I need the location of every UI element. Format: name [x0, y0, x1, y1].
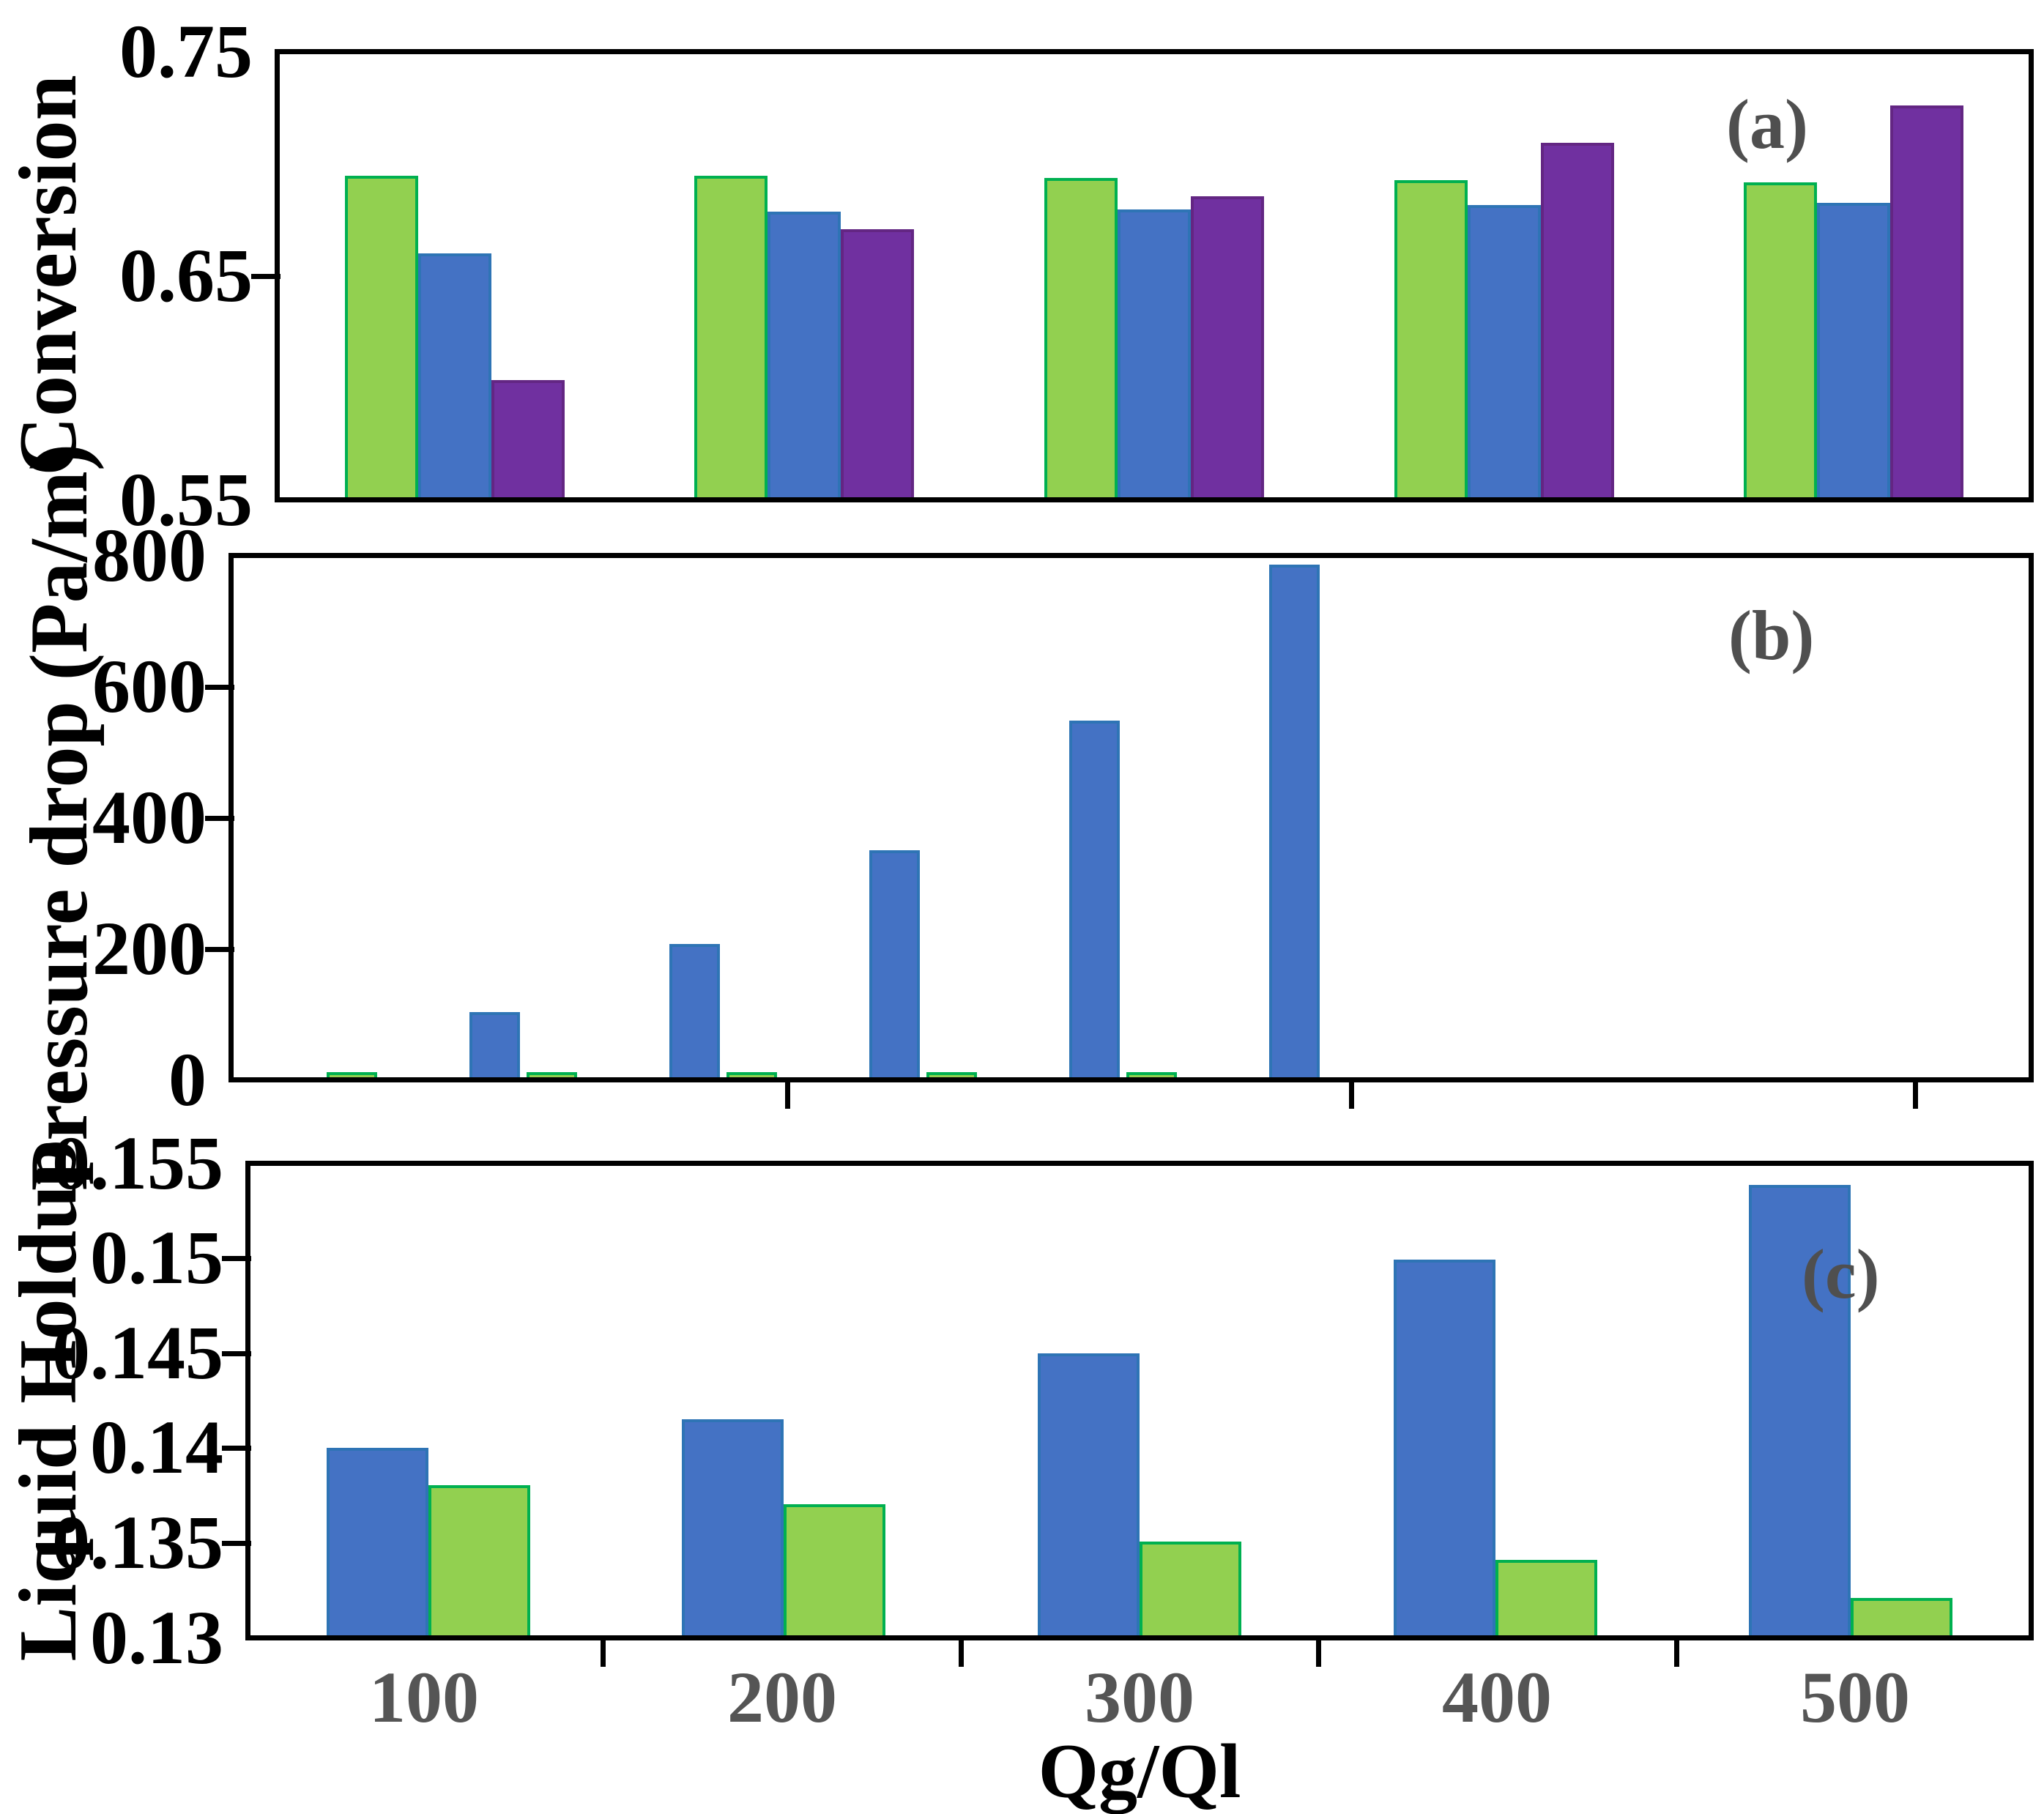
x-axis-tick-mark	[601, 1639, 606, 1667]
x-axis-tick-mark	[785, 1081, 790, 1109]
bar-series-blue-x500	[1269, 565, 1320, 1077]
bar-series-green-x200	[694, 176, 768, 497]
y-axis-tick-mark	[222, 1351, 251, 1356]
bar-series-blue-x200	[682, 1419, 784, 1635]
bar-series-green-x100	[327, 1072, 377, 1077]
bar-series-green-x200	[527, 1072, 577, 1077]
y-axis-title-c: Liquid Holdup	[3, 1139, 94, 1662]
y-tick-label-0.145: 0.145	[52, 1311, 223, 1395]
x-axis-title: Qg/Ql	[1038, 1728, 1241, 1814]
y-axis-tick-mark	[205, 685, 234, 690]
bar-series-green-x500	[1126, 1072, 1177, 1077]
bar-series-green-x200	[784, 1504, 885, 1635]
y-tick-label-0.65: 0.65	[119, 234, 253, 318]
y-axis-tick-mark	[205, 947, 234, 952]
bar-series-purple-x300	[1191, 196, 1264, 497]
x-tick-label-300: 300	[1085, 1657, 1194, 1738]
bar-series-purple-x200	[841, 229, 914, 497]
bar-series-green-x500	[1744, 182, 1817, 497]
bar-series-green-x400	[1394, 180, 1468, 497]
bar-series-green-x400	[1495, 1560, 1597, 1635]
y-axis-tick-mark	[205, 816, 234, 821]
plot-area-panel-b	[228, 553, 2034, 1082]
y-tick-label-0.15: 0.15	[90, 1216, 223, 1300]
y-tick-label-400: 400	[92, 776, 207, 860]
bar-series-green-x100	[345, 176, 418, 497]
x-tick-label-200: 200	[727, 1657, 837, 1738]
plot-area-panel-c	[245, 1161, 2034, 1640]
y-axis-tick-mark	[222, 1256, 251, 1261]
bar-series-green-x300	[726, 1072, 777, 1077]
panel-letter-b: (b)	[1728, 596, 1815, 674]
bar-series-green-x100	[428, 1485, 530, 1635]
bar-series-green-x400	[926, 1072, 977, 1077]
bar-series-blue-x400	[1468, 205, 1541, 497]
y-axis-title-b: Pressure drop (Pa/m)	[14, 443, 105, 1192]
y-tick-label-200: 200	[92, 907, 207, 991]
x-tick-label-100: 100	[369, 1657, 479, 1738]
bar-series-blue-x200	[768, 212, 841, 497]
y-tick-label-0.75: 0.75	[119, 10, 253, 94]
bar-series-blue-x400	[1069, 721, 1120, 1077]
panel-letter-a: (a)	[1726, 85, 1808, 163]
y-tick-label-0.55: 0.55	[119, 458, 253, 542]
x-axis-tick-mark	[1913, 1081, 1918, 1109]
bar-series-green-x300	[1044, 178, 1118, 497]
bar-series-purple-x400	[1541, 143, 1614, 497]
bar-series-blue-x100	[327, 1448, 428, 1635]
bar-series-purple-x100	[491, 380, 565, 497]
y-tick-label-0: 0	[168, 1038, 207, 1122]
plot-area-panel-a	[275, 49, 2034, 502]
x-axis-tick-mark	[1674, 1639, 1679, 1667]
y-tick-label-600: 600	[92, 644, 207, 729]
bar-series-blue-x500	[1817, 203, 1890, 497]
bar-series-blue-x300	[1038, 1353, 1140, 1635]
y-tick-label-0.155: 0.155	[52, 1121, 223, 1205]
y-tick-label-0.14: 0.14	[90, 1405, 223, 1490]
x-axis-tick-mark	[1349, 1081, 1354, 1109]
bar-series-blue-x100	[469, 1012, 520, 1077]
bar-series-blue-x400	[1394, 1260, 1495, 1635]
bar-series-blue-x200	[669, 944, 720, 1077]
y-axis-tick-mark	[222, 1541, 251, 1546]
y-tick-label-0.135: 0.135	[52, 1501, 223, 1585]
bar-series-blue-x500	[1749, 1185, 1851, 1635]
y-axis-title-a: Conversion	[3, 75, 94, 476]
panel-letter-c: (c)	[1802, 1235, 1880, 1313]
y-tick-label-800: 800	[92, 513, 207, 598]
bar-series-green-x500	[1851, 1598, 1952, 1635]
bar-series-blue-x100	[418, 253, 491, 497]
x-axis-tick-mark	[1316, 1639, 1321, 1667]
bar-series-purple-x500	[1890, 105, 1963, 497]
y-axis-tick-mark	[251, 274, 280, 279]
x-tick-label-500: 500	[1800, 1657, 1910, 1738]
bar-series-green-x300	[1140, 1542, 1241, 1635]
y-tick-label-0.13: 0.13	[90, 1596, 223, 1680]
bar-series-blue-x300	[1118, 209, 1191, 497]
x-axis-tick-mark	[959, 1639, 964, 1667]
x-tick-label-400: 400	[1442, 1657, 1552, 1738]
y-axis-tick-mark	[222, 1446, 251, 1451]
bar-series-blue-x300	[869, 850, 920, 1077]
